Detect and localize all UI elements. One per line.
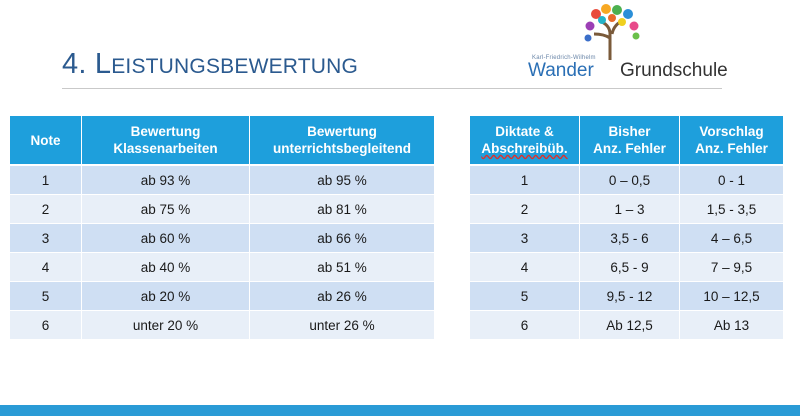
cell-value: 9,5 - 12: [580, 282, 680, 311]
logo-name-left: Wander: [528, 60, 594, 81]
table-row: 2 1 – 3 1,5 - 3,5: [470, 195, 783, 224]
table-row: 2 ab 75 % ab 81 %: [10, 195, 434, 224]
cell-note: 3: [10, 224, 82, 253]
cell-note: 2: [470, 195, 580, 224]
cell-value: ab 66 %: [250, 224, 434, 253]
table-row: 1 ab 93 % ab 95 %: [10, 166, 434, 195]
cell-value: 4 – 6,5: [680, 224, 783, 253]
cell-note: 6: [470, 311, 580, 340]
header-vorschlag: Vorschlag Anz. Fehler: [680, 116, 783, 166]
cell-value: ab 75 %: [82, 195, 250, 224]
title-smallcaps: EISTUNGSBEWERTUNG: [111, 55, 359, 78]
table-header-row: Diktate & Abschreibüb. Bisher Anz. Fehler …: [470, 116, 783, 166]
table-row: 5 9,5 - 12 10 – 12,5: [470, 282, 783, 311]
cell-value: ab 40 %: [82, 253, 250, 282]
cell-value: unter 20 %: [82, 311, 250, 340]
header-klassenarbeiten: Bewertung Klassenarbeiten: [82, 116, 250, 166]
cell-value: 3,5 - 6: [580, 224, 680, 253]
header-unterrichtsbegleitend: Bewertung unterrichtsbegleitend: [250, 116, 434, 166]
table-row: 4 6,5 - 9 7 – 9,5: [470, 253, 783, 282]
table-row: 4 ab 40 % ab 51 %: [10, 253, 434, 282]
cell-value: ab 81 %: [250, 195, 434, 224]
title-initial: L: [94, 48, 112, 80]
header-bisher: Bisher Anz. Fehler: [580, 116, 680, 166]
table-row: 3 ab 60 % ab 66 %: [10, 224, 434, 253]
cell-value: unter 26 %: [250, 311, 434, 340]
cell-note: 4: [10, 253, 82, 282]
page-title: 4. LEISTUNGSBEWERTUNG: [62, 48, 358, 81]
logo-tagline: Karl-Friedrich-Wilhelm: [532, 55, 596, 61]
cell-value: ab 26 %: [250, 282, 434, 311]
table-row: 6 unter 20 % unter 26 %: [10, 311, 434, 340]
cell-value: 1 – 3: [580, 195, 680, 224]
table-row: 5 ab 20 % ab 26 %: [10, 282, 434, 311]
cell-value: ab 60 %: [82, 224, 250, 253]
cell-value: 0 – 0,5: [580, 166, 680, 195]
cell-note: 1: [10, 166, 82, 195]
cell-note: 1: [470, 166, 580, 195]
cell-value: 7 – 9,5: [680, 253, 783, 282]
cell-value: ab 93 %: [82, 166, 250, 195]
dictation-table: Diktate & Abschreibüb. Bisher Anz. Fehler …: [470, 116, 783, 340]
cell-value: ab 95 %: [250, 166, 434, 195]
header-note: Note: [10, 116, 82, 166]
cell-note: 3: [470, 224, 580, 253]
school-logo: Karl-Friedrich-Wilhelm Wander Grundschul…: [520, 4, 730, 86]
cell-value: 1,5 - 3,5: [680, 195, 783, 224]
grading-table: Note Bewertung Klassenarbeiten Bewertung u…: [10, 116, 434, 340]
cell-value: 0 - 1: [680, 166, 783, 195]
cell-value: 6,5 - 9: [580, 253, 680, 282]
header-diktate: Diktate & Abschreibüb.: [470, 116, 580, 166]
table-row: 3 3,5 - 6 4 – 6,5: [470, 224, 783, 253]
cell-note: 2: [10, 195, 82, 224]
title-number: 4.: [62, 48, 87, 80]
cell-note: 6: [10, 311, 82, 340]
cell-value: 10 – 12,5: [680, 282, 783, 311]
cell-note: 4: [470, 253, 580, 282]
logo-name-right: Grundschule: [620, 60, 728, 81]
tree-hands-icon: [584, 4, 640, 60]
cell-note: 5: [470, 282, 580, 311]
table-row: 1 0 – 0,5 0 - 1: [470, 166, 783, 195]
title-divider: [62, 88, 722, 89]
cell-value: ab 51 %: [250, 253, 434, 282]
footer-bar: [0, 405, 800, 416]
cell-value: ab 20 %: [82, 282, 250, 311]
cell-value: Ab 13: [680, 311, 783, 340]
table-row: 6 Ab 12,5 Ab 13: [470, 311, 783, 340]
cell-note: 5: [10, 282, 82, 311]
table-header-row: Note Bewertung Klassenarbeiten Bewertung u…: [10, 116, 434, 166]
cell-value: Ab 12,5: [580, 311, 680, 340]
